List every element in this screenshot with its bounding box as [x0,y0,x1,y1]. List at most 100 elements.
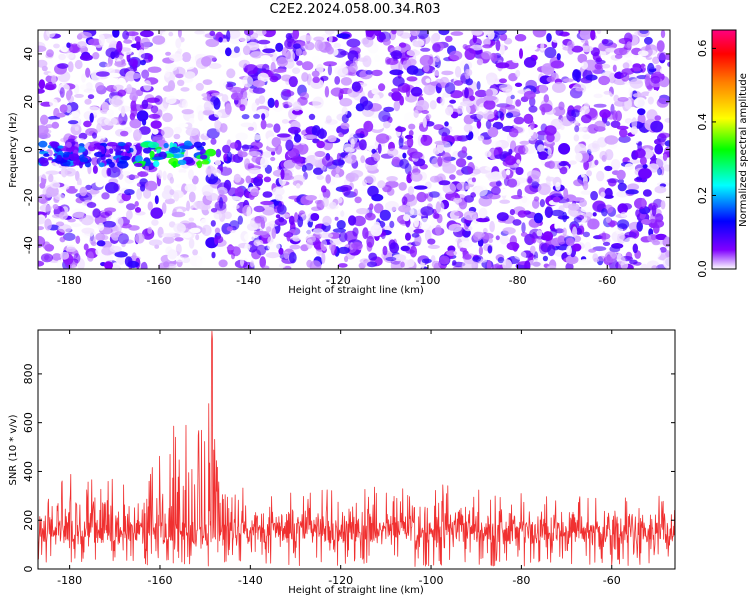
spectrogram-cell [219,166,233,176]
spectrogram-cell [275,42,284,53]
spectrogram-cell [555,181,561,191]
spectrogram-cell [314,39,324,52]
spectrogram-cell [552,196,561,203]
spectrogram-cell [536,230,543,237]
spectrogram-cell [117,89,127,97]
colorbar-tick-label: 0.0 [696,260,709,278]
spectrogram-cell [359,139,367,151]
spectrogram-cell [491,186,501,196]
spectrogram-cell [465,185,470,190]
spectrogram-cell [375,133,390,144]
spectrogram-cell [114,61,127,67]
spectrogram-cell [382,245,388,256]
spectrogram-cell [237,151,248,158]
spectrogram-signal-cell [79,160,83,169]
spectrogram-cell [432,68,442,76]
spectrogram-cell [246,223,259,231]
spectrogram-cell [140,30,154,38]
spectrogram-cell [285,139,294,151]
spectrogram-cell [240,257,244,267]
spectrogram-signal-cell [108,161,116,168]
spectrogram-cell [206,128,220,139]
spectrogram-cell [55,112,66,118]
spectrogram-cell [283,104,289,109]
spectrogram-cell [640,263,649,269]
spectrogram-cell [271,150,276,156]
spectrogram-cell [322,215,332,226]
spectrogram-cell [435,224,442,236]
spectrogram-cell [67,61,74,73]
spectrogram-cell [651,265,658,269]
spectrogram-cell [515,69,521,78]
spectrogram-cell [398,42,407,48]
spectrogram-cell [360,155,366,164]
spectrogram-cell [407,259,415,268]
spectrogram-cell [188,191,196,203]
spectrogram-cell [48,115,61,120]
spectrogram-cell [391,156,401,166]
spectrogram-cell [162,112,173,123]
spectrogram-cell [510,94,515,100]
spectrogram-cell [527,176,533,184]
spectrogram-cell [178,123,189,128]
spectrogram-signal-cell [69,153,79,161]
spectrogram-cell [562,211,568,223]
spectrogram-cell [66,51,75,59]
spectrogram-cell [650,234,657,241]
snr-series-line [38,330,675,567]
spectrogram-cell [602,241,611,246]
spectrogram-cell [599,109,611,119]
spectrogram-x-axis-label: Height of straight line (km) [288,285,424,296]
spectrogram-cell [395,126,406,132]
spectrogram-cell [476,58,484,66]
spectrogram-cell [169,189,175,196]
spectrogram-cell [622,62,630,70]
spectrogram-cell [292,109,303,115]
spectrogram-signal-cell [134,155,143,163]
spectrogram-cell [498,188,509,196]
spectrogram-signal-cell [143,147,152,154]
spectrogram-cell [79,84,88,90]
spectrogram-cell [424,193,429,199]
spectrogram-cell [272,186,285,197]
spectrogram-cell [528,105,538,113]
spectrogram-cell [247,163,255,169]
spectrogram-cell [482,232,494,240]
spectrogram-cell [558,101,565,111]
spectrogram-cell [244,243,251,252]
spectrogram-cell [85,184,92,190]
spectrogram-cell [391,91,402,102]
spectrogram-cell [353,133,365,139]
spectrogram-cell [542,231,554,242]
spectrogram-cell [280,213,291,218]
spectrogram-cell [495,180,502,187]
spectrogram-cell [92,208,101,218]
spectrogram-cell [129,92,138,101]
spectrogram-signal-cell [65,141,72,148]
spectrogram-cell [513,116,525,125]
spectrogram-cell [639,30,649,34]
spectrogram-cell [46,49,54,58]
spectrogram-cell [195,234,200,241]
spectrogram-cell [616,169,626,180]
spectrogram-cell [287,41,292,48]
spectrogram-cell [201,93,211,98]
spectrogram-y-tick-label: -20 [22,188,35,206]
spectrogram-cell [641,197,646,208]
spectrogram-cell [651,204,657,217]
spectrogram-cell [96,123,102,133]
spectrogram-cell [274,99,279,109]
spectrogram-cell [583,160,589,171]
spectrogram-cell [495,235,500,241]
spectrogram-cell [38,79,46,90]
spectrogram-cell [617,232,626,244]
spectrogram-cell [558,143,571,155]
spectrogram-cell [637,50,649,57]
spectrogram-cell [320,75,329,82]
spectrogram-cell [240,122,254,128]
spectrogram-cell [288,215,295,226]
spectrogram-cell [52,253,62,261]
spectrogram-cell [251,102,258,112]
spectrogram-cell [644,36,653,45]
spectrogram-cell [104,261,113,269]
